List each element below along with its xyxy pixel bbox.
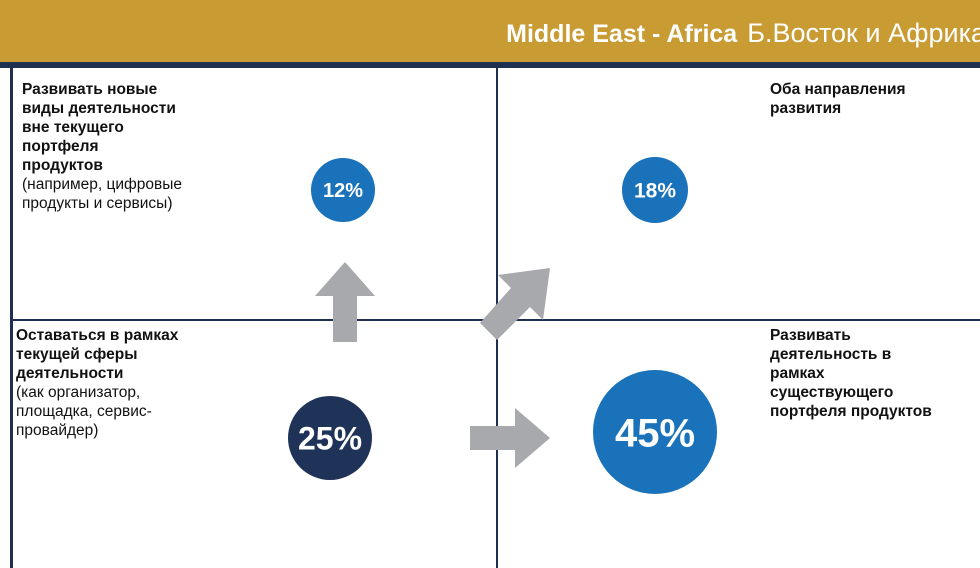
heading-line: Оба направления: [770, 81, 906, 98]
quadrant-text: Развивать новые виды деятельности вне теку…: [22, 80, 182, 213]
percent-label: 25%: [298, 421, 362, 457]
heading-line: рамках: [770, 365, 825, 382]
percent-label: 45%: [615, 411, 695, 455]
arrow-diagonal: [480, 268, 550, 340]
quadrant-text: Оставаться в рамках текущей сферы деятельн…: [16, 326, 178, 440]
title-ru: Б.Восток и Африка: [747, 18, 980, 48]
heading-line: Оставаться в рамках: [16, 327, 179, 344]
arrow-right: [470, 408, 550, 468]
heading-line: деятельность в: [770, 346, 892, 363]
heading-line: портфеля продуктов: [770, 403, 932, 420]
heading-line: деятельности: [16, 365, 124, 382]
header-title: Middle East - Africa Б.Восток и Африка: [506, 18, 980, 49]
arrow-up: [315, 262, 375, 342]
note-line: площадка, сервис-: [16, 403, 152, 420]
percent-circle: [311, 158, 375, 222]
title-en: Middle East - Africa: [506, 20, 738, 48]
heading-line: виды деятельности: [22, 100, 176, 117]
note-line: продукты и сервисы): [22, 195, 173, 212]
heading-line: Развивать новые: [22, 81, 158, 98]
heading-line: продуктов: [22, 157, 103, 174]
heading-line: портфеля: [22, 138, 99, 155]
note-line: провайдер): [16, 422, 99, 439]
quadrant-text: Оба направления развития: [770, 80, 906, 118]
frame-left: [10, 68, 13, 568]
percent-label: 18%: [634, 180, 676, 203]
heading-line: существующего: [770, 384, 894, 401]
percent-circle: [622, 157, 688, 223]
percent-circle: [288, 396, 372, 480]
heading-line: вне текущего: [22, 119, 124, 136]
percent-circle: [593, 370, 717, 494]
note-line: (например, цифровые: [22, 176, 183, 193]
header-bar: Middle East - Africa Б.Восток и Африка: [0, 0, 980, 68]
heading-line: развития: [770, 100, 842, 117]
quadrant-text: Развивать деятельность в рамках существующе…: [770, 326, 932, 421]
note-line: (как организатор,: [16, 384, 141, 401]
heading-line: текущей сферы: [16, 346, 138, 363]
heading-line: Развивать: [770, 327, 851, 344]
percent-label: 12%: [323, 180, 363, 202]
